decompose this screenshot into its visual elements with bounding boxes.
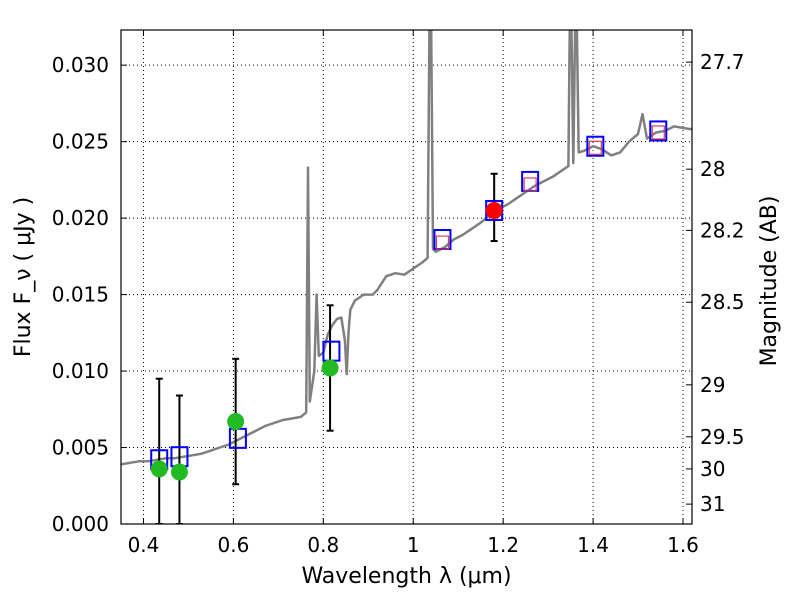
y-tick-label: 0.025 bbox=[52, 130, 109, 154]
x-tick-label: 1.4 bbox=[577, 533, 609, 557]
y-tick-label: 0.010 bbox=[52, 359, 109, 383]
photometry-square-marker bbox=[651, 125, 665, 140]
green-data-point bbox=[150, 460, 168, 478]
red-data-point bbox=[485, 201, 503, 219]
model-square-marker bbox=[649, 120, 668, 142]
y-tick-label: 0.015 bbox=[52, 283, 109, 307]
green-data-point bbox=[170, 463, 188, 481]
x-tick-label: 0.4 bbox=[128, 533, 160, 557]
green-data-point bbox=[227, 413, 245, 431]
y-tick-label-right: 28.5 bbox=[700, 290, 745, 314]
grid bbox=[121, 30, 692, 525]
y-tick-label-right: 29.5 bbox=[700, 425, 745, 449]
x-tick-label: 0.6 bbox=[217, 533, 249, 557]
x-axis-label: Wavelength λ (μm) bbox=[301, 564, 511, 589]
plot-area bbox=[121, 30, 692, 524]
photometry-square-marker bbox=[523, 177, 537, 192]
x-tick-label: 1.6 bbox=[667, 533, 699, 557]
photometry-square-marker bbox=[435, 235, 450, 250]
y-tick-label: 0.000 bbox=[52, 512, 109, 536]
y-tick-label-right: 29 bbox=[700, 373, 725, 397]
y-tick-label-right: 28.2 bbox=[700, 218, 745, 242]
y-tick-label: 0.005 bbox=[52, 436, 109, 460]
x-tick-label: 0.8 bbox=[307, 533, 339, 557]
green-data-point bbox=[321, 359, 339, 377]
y-tick-label-right: 30 bbox=[700, 457, 725, 481]
y-tick-label-right: 28 bbox=[700, 157, 725, 181]
y-tick-label-right: 27.7 bbox=[700, 50, 745, 74]
y-axis-label: Flux F_ν ( μJy ) bbox=[11, 197, 36, 357]
spectrum-line bbox=[121, 30, 692, 466]
y-tick-label-right: 31 bbox=[700, 492, 725, 516]
model-square-marker bbox=[586, 135, 605, 157]
y-tick-label: 0.020 bbox=[52, 206, 109, 230]
plot-frame bbox=[120, 29, 693, 525]
y-tick-label: 0.030 bbox=[52, 53, 109, 77]
x-tick-label: 1 bbox=[407, 533, 420, 557]
x-tick-label: 1.2 bbox=[487, 533, 519, 557]
y-axis-label-right: Magnitude (AB) bbox=[757, 196, 782, 367]
photometry-square-marker bbox=[588, 140, 602, 155]
